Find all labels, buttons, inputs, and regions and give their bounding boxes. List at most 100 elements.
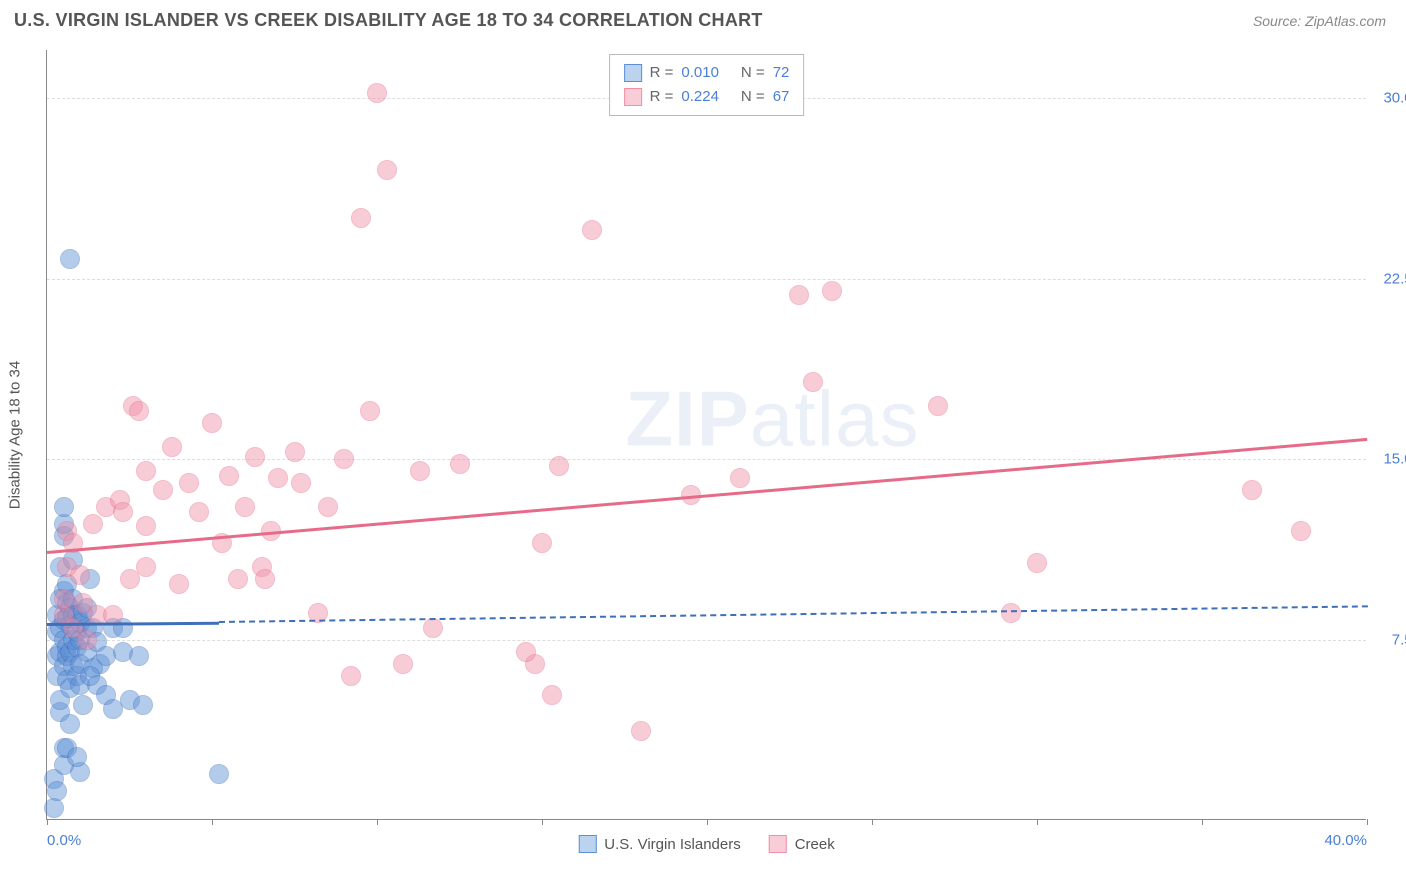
scatter-point: [450, 454, 470, 474]
scatter-point: [245, 447, 265, 467]
scatter-point: [83, 514, 103, 534]
scatter-point: [631, 721, 651, 741]
x-tick-mark: [872, 819, 873, 825]
legend-bottom: U.S. Virgin Islanders Creek: [578, 835, 834, 853]
chart-source: Source: ZipAtlas.com: [1253, 13, 1386, 29]
legend-r-value: 0.224: [681, 85, 719, 109]
scatter-point: [1001, 603, 1021, 623]
scatter-point: [136, 516, 156, 536]
scatter-point: [60, 249, 80, 269]
scatter-point: [54, 589, 74, 609]
scatter-point: [789, 285, 809, 305]
scatter-point: [318, 497, 338, 517]
scatter-point: [70, 565, 90, 585]
legend-swatch: [624, 88, 642, 106]
scatter-point: [80, 666, 100, 686]
x-tick-label: 0.0%: [47, 832, 81, 849]
x-tick-mark: [377, 819, 378, 825]
scatter-point: [129, 401, 149, 421]
x-tick-mark: [1367, 819, 1368, 825]
scatter-point: [219, 466, 239, 486]
legend-r-label: R =: [650, 85, 674, 109]
watermark: ZIPatlas: [625, 374, 919, 465]
scatter-point: [129, 646, 149, 666]
x-tick-mark: [1037, 819, 1038, 825]
x-tick-mark: [1202, 819, 1203, 825]
legend-r-value: 0.010: [681, 61, 719, 85]
scatter-point: [1027, 553, 1047, 573]
scatter-point: [189, 502, 209, 522]
scatter-point: [44, 798, 64, 818]
legend-r-label: R =: [650, 61, 674, 85]
legend-swatch: [769, 835, 787, 853]
legend-n-value: 67: [773, 85, 790, 109]
scatter-point: [202, 413, 222, 433]
legend-swatch: [624, 64, 642, 82]
scatter-point: [532, 533, 552, 553]
scatter-point: [73, 695, 93, 715]
scatter-chart: Disability Age 18 to 34 ZIPatlas U.S. Vi…: [46, 50, 1366, 820]
x-tick-mark: [542, 819, 543, 825]
scatter-point: [410, 461, 430, 481]
scatter-point: [542, 685, 562, 705]
scatter-point: [162, 437, 182, 457]
scatter-point: [803, 372, 823, 392]
scatter-point: [285, 442, 305, 462]
scatter-point: [730, 468, 750, 488]
chart-title: U.S. VIRGIN ISLANDER VS CREEK DISABILITY…: [14, 10, 763, 31]
x-tick-mark: [212, 819, 213, 825]
scatter-point: [516, 642, 536, 662]
y-tick-label: 22.5%: [1371, 270, 1406, 287]
scatter-point: [360, 401, 380, 421]
scatter-point: [77, 630, 97, 650]
scatter-point: [268, 468, 288, 488]
scatter-point: [47, 781, 67, 801]
chart-header: U.S. VIRGIN ISLANDER VS CREEK DISABILITY…: [0, 0, 1406, 37]
scatter-point: [60, 714, 80, 734]
scatter-point: [228, 569, 248, 589]
legend-bottom-item: U.S. Virgin Islanders: [578, 835, 740, 853]
y-tick-label: 7.5%: [1371, 631, 1406, 648]
trend-line: [47, 621, 219, 625]
gridline-h: [47, 640, 1366, 641]
scatter-point: [153, 480, 173, 500]
scatter-point: [928, 396, 948, 416]
scatter-point: [582, 220, 602, 240]
legend-top: R = 0.010 N = 72 R = 0.224 N = 67: [609, 54, 805, 116]
scatter-point: [393, 654, 413, 674]
legend-series-label: Creek: [795, 836, 835, 853]
legend-n-value: 72: [773, 61, 790, 85]
y-tick-label: 30.0%: [1371, 90, 1406, 107]
legend-swatch: [578, 835, 596, 853]
x-tick-mark: [707, 819, 708, 825]
scatter-point: [67, 747, 87, 767]
scatter-point: [377, 160, 397, 180]
legend-n-label: N =: [741, 61, 765, 85]
scatter-point: [54, 497, 74, 517]
scatter-point: [423, 618, 443, 638]
legend-series-label: U.S. Virgin Islanders: [604, 836, 740, 853]
scatter-point: [351, 208, 371, 228]
legend-n-label: N =: [741, 85, 765, 109]
legend-row: R = 0.224 N = 67: [624, 85, 790, 109]
trend-line: [219, 606, 1367, 624]
scatter-point: [822, 281, 842, 301]
scatter-point: [334, 449, 354, 469]
x-tick-mark: [47, 819, 48, 825]
gridline-h: [47, 279, 1366, 280]
scatter-point: [209, 764, 229, 784]
y-tick-label: 15.0%: [1371, 451, 1406, 468]
scatter-point: [113, 502, 133, 522]
scatter-point: [1242, 480, 1262, 500]
scatter-point: [169, 574, 189, 594]
scatter-point: [136, 557, 156, 577]
x-tick-label: 40.0%: [1324, 832, 1367, 849]
scatter-point: [367, 83, 387, 103]
scatter-point: [291, 473, 311, 493]
y-axis-title: Disability Age 18 to 34: [7, 360, 24, 508]
scatter-point: [341, 666, 361, 686]
legend-bottom-item: Creek: [769, 835, 835, 853]
scatter-point: [136, 461, 156, 481]
scatter-point: [1291, 521, 1311, 541]
scatter-point: [235, 497, 255, 517]
